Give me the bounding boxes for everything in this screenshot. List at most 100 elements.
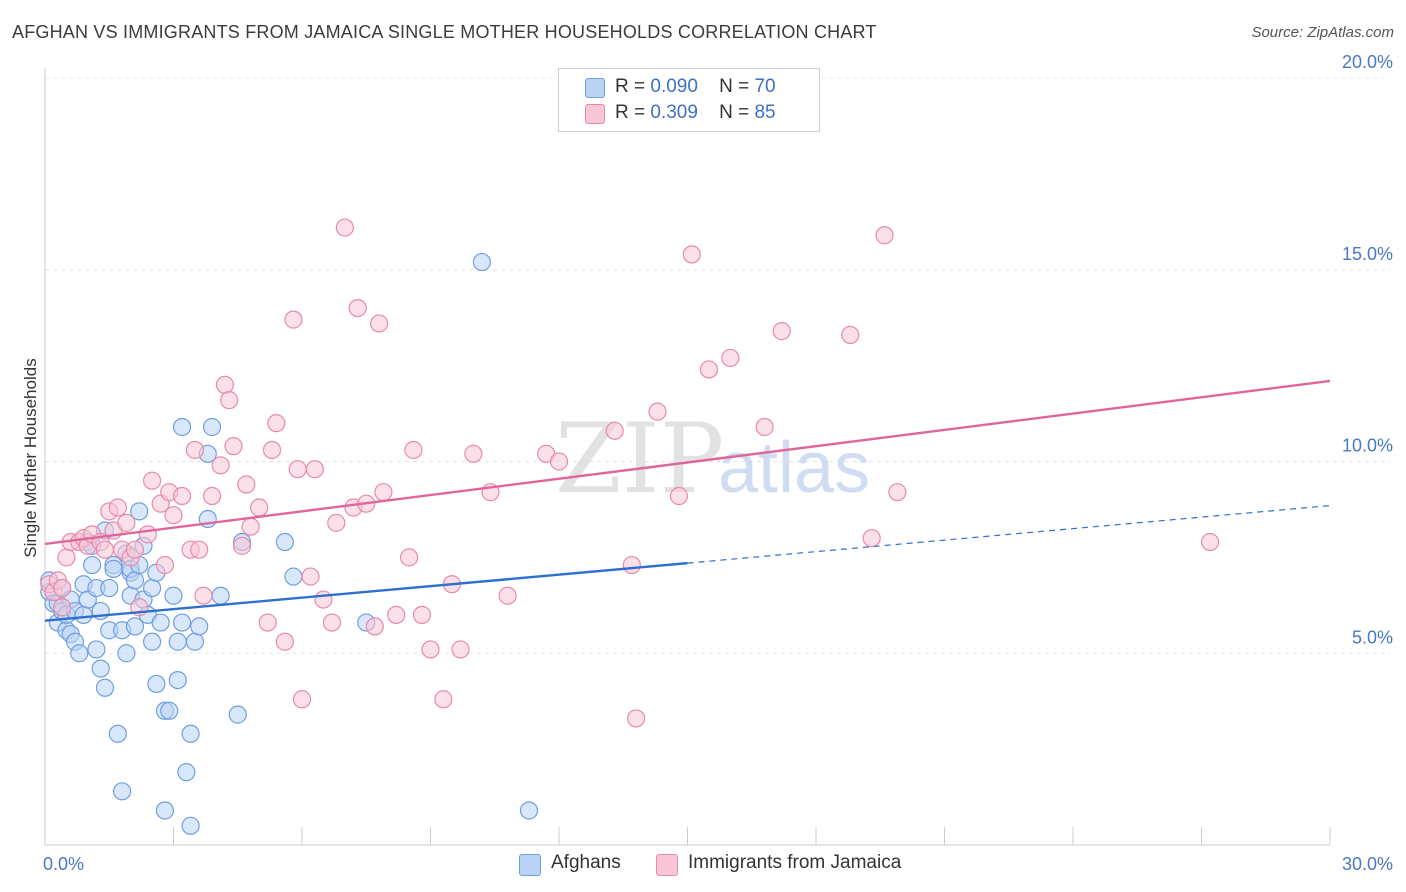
data-point: [155, 801, 175, 820]
series-swatch-jamaica: [656, 854, 678, 876]
data-point: [168, 670, 187, 690]
data-point: [875, 226, 894, 245]
data-point: [472, 252, 491, 272]
data-point: [190, 540, 209, 559]
legend-n-value-afghans: 70: [754, 76, 776, 97]
series-swatch-afghans: [519, 854, 541, 876]
data-point: [125, 540, 145, 559]
data-point: [177, 763, 196, 782]
axes: [44, 68, 1331, 846]
data-point: [288, 460, 307, 479]
legend-swatch-afghans: [585, 78, 605, 98]
data-point: [258, 613, 277, 632]
x-tick-label: 0.0%: [43, 854, 84, 874]
data-point: [228, 705, 247, 724]
data-point: [142, 578, 162, 598]
data-point: [301, 567, 320, 586]
data-point: [549, 452, 569, 471]
data-point: [721, 348, 740, 368]
data-point: [284, 310, 303, 329]
data-point: [155, 555, 175, 575]
data-point: [699, 360, 719, 379]
data-point: [172, 417, 192, 437]
data-point: [421, 640, 440, 659]
data-point: [87, 640, 106, 659]
data-point: [142, 632, 162, 651]
data-point: [399, 548, 419, 567]
data-point: [314, 590, 333, 609]
data-point: [108, 724, 127, 743]
data-point: [322, 613, 342, 632]
data-point: [412, 605, 432, 625]
chart-title: AFGHAN VS IMMIGRANTS FROM JAMAICA SINGLE…: [12, 22, 877, 42]
data-point: [648, 402, 667, 421]
data-point: [151, 613, 170, 632]
data-point: [53, 578, 72, 598]
data-point: [335, 218, 354, 237]
series-label-jamaica: Immigrants from Jamaica: [688, 852, 902, 873]
trend-lines: [44, 379, 1331, 622]
data-point: [160, 701, 179, 720]
data-point: [772, 322, 791, 341]
data-point: [185, 440, 205, 460]
data-point: [74, 605, 93, 625]
trend-line-afghans-extension: [687, 505, 1331, 564]
data-point: [284, 567, 303, 586]
data-point: [147, 674, 166, 694]
y-tick-label: 10.0%: [1342, 436, 1393, 456]
data-point: [262, 440, 282, 460]
data-point: [211, 456, 230, 475]
data-point: [220, 391, 239, 410]
y-axis-label: Single Mother Households: [21, 358, 40, 557]
data-point: [275, 532, 294, 552]
watermark-atlas: atlas: [718, 428, 870, 508]
data-point: [125, 617, 145, 636]
data-point: [519, 801, 539, 820]
data-point: [104, 559, 123, 578]
data-point: [181, 816, 200, 835]
data-point: [108, 498, 127, 517]
data-point: [142, 471, 162, 490]
data-point: [91, 659, 110, 678]
data-point: [95, 678, 115, 697]
data-point: [164, 506, 183, 525]
data-point: [83, 555, 102, 575]
data-point: [164, 586, 183, 605]
data-point: [100, 578, 119, 598]
data-point: [374, 483, 393, 502]
data-point: [202, 417, 222, 437]
trend-line-afghans: [44, 561, 688, 622]
grid-lines: [45, 77, 1390, 654]
data-point: [841, 325, 860, 345]
data-point: [53, 598, 72, 617]
watermark-zip: ZIP: [555, 403, 724, 515]
data-point: [387, 605, 406, 625]
data-point: [172, 613, 192, 632]
data-point: [138, 525, 157, 544]
data-point: [117, 513, 136, 532]
data-point: [1200, 532, 1220, 552]
data-point: [498, 586, 517, 605]
data-point: [755, 417, 774, 437]
legend-r-value-afghans: 0.090: [650, 76, 698, 97]
legend-swatch-jamaica: [585, 104, 605, 124]
data-point: [348, 299, 367, 318]
data-point: [190, 617, 209, 636]
data-point: [267, 414, 286, 433]
legend-n-label: N =: [719, 102, 750, 123]
data-point: [626, 709, 646, 728]
data-point: [365, 617, 384, 636]
data-point: [70, 644, 89, 663]
data-point: [327, 513, 346, 532]
legend-r-value-jamaica: 0.309: [650, 102, 698, 123]
source-label: Source: ZipAtlas.com: [1251, 24, 1394, 41]
trend-line-jamaica: [44, 379, 1331, 546]
data-point: [202, 486, 222, 506]
data-point: [464, 444, 483, 463]
data-point: [181, 724, 200, 743]
y-tick-label: 15.0%: [1342, 244, 1393, 264]
data-point: [275, 632, 294, 651]
data-point: [215, 375, 234, 394]
data-point: [232, 536, 252, 555]
